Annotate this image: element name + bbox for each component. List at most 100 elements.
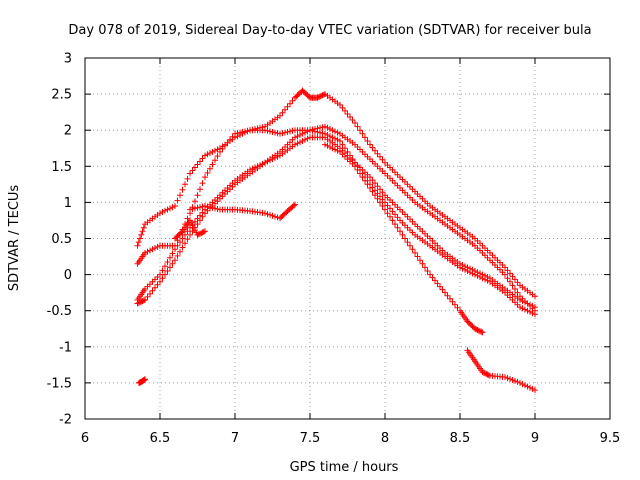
series-track-c: [134, 123, 538, 314]
data-point: [357, 127, 363, 134]
data-points: [134, 87, 538, 394]
data-point: [504, 275, 511, 282]
y-tick-label: 1.5: [51, 160, 72, 175]
data-point: [194, 192, 201, 199]
x-tick-label: 7.5: [300, 431, 321, 446]
data-point: [342, 107, 348, 114]
data-point: [134, 242, 141, 249]
data-point: [167, 264, 173, 271]
data-point: [509, 282, 516, 289]
data-point: [422, 264, 428, 271]
data-point: [374, 195, 381, 202]
data-point: [507, 278, 513, 285]
data-point: [412, 249, 418, 256]
series-track-i: [136, 376, 148, 386]
data-point: [292, 201, 298, 208]
data-point: [279, 109, 286, 116]
data-point: [142, 376, 148, 383]
data-point: [192, 198, 198, 205]
data-point: [339, 141, 346, 148]
data-point: [135, 239, 142, 246]
data-point: [172, 203, 178, 209]
data-point: [195, 231, 202, 238]
data-point: [397, 228, 403, 235]
data-point: [182, 181, 188, 188]
series-track-h: [464, 347, 538, 394]
data-point: [362, 134, 368, 141]
y-tick-label: -0.5: [47, 304, 72, 319]
data-point: [169, 260, 176, 267]
y-tick-label: -1.5: [47, 376, 72, 391]
data-point: [417, 257, 423, 264]
y-tick-labels: -2 -1.5 -1 -0.5 0 0.5 1 1.5 2 2.5 3: [47, 52, 72, 428]
data-point: [169, 250, 176, 257]
data-point: [364, 181, 371, 188]
data-point: [174, 242, 181, 249]
data-point: [337, 138, 343, 144]
data-point: [404, 239, 411, 246]
data-point: [318, 92, 325, 99]
x-tick-label: 9.5: [600, 431, 621, 446]
x-axis-label: GPS time / hours: [290, 460, 399, 475]
data-point: [162, 263, 168, 270]
data-point: [177, 239, 183, 246]
data-point: [354, 166, 361, 173]
data-point: [362, 177, 368, 184]
data-point: [382, 206, 388, 213]
series-track-d: [134, 134, 538, 311]
data-point: [184, 175, 191, 182]
data-point: [140, 224, 147, 231]
data-point: [179, 186, 186, 193]
data-point: [377, 199, 383, 206]
data-point: [409, 246, 416, 253]
data-point: [174, 197, 181, 204]
data-point: [179, 235, 186, 242]
y-tick-label: 1: [64, 196, 72, 211]
data-point: [357, 170, 363, 177]
plot-frame: [84, 57, 611, 420]
data-point: [197, 217, 203, 224]
series-track-f: [172, 217, 208, 242]
data-point: [137, 235, 143, 242]
data-point: [182, 240, 188, 247]
x-tick-labels: 6 6.5 7 7.5 8 8.5 9 9.5: [81, 431, 620, 446]
data-point: [177, 192, 183, 199]
data-point: [359, 130, 366, 137]
data-point: [367, 185, 373, 191]
data-point: [414, 253, 421, 260]
data-point: [372, 180, 378, 187]
data-point: [187, 231, 193, 238]
y-tick-label: -1: [59, 340, 72, 355]
data-point: [214, 153, 221, 160]
data-point: [369, 188, 376, 195]
data-point: [402, 235, 408, 242]
data-point: [207, 165, 213, 172]
data-point: [419, 260, 426, 267]
data-point: [172, 246, 178, 253]
data-point: [392, 221, 398, 228]
data-point: [387, 213, 393, 220]
data-point: [202, 228, 208, 235]
data-point: [204, 169, 211, 176]
data-point: [359, 174, 366, 181]
data-point: [174, 252, 181, 259]
data-point: [372, 192, 378, 199]
data-point: [379, 203, 386, 209]
data-point: [179, 244, 186, 251]
data-point: [172, 257, 178, 264]
data-point: [389, 217, 396, 224]
y-tick-label: 0: [64, 268, 72, 283]
data-point: [200, 228, 207, 235]
y-tick-label: 2: [64, 124, 72, 139]
data-point: [485, 372, 492, 379]
data-point: [399, 231, 406, 238]
data-point: [320, 91, 327, 98]
data-point: [157, 278, 163, 285]
data-point: [177, 248, 183, 255]
data-point: [147, 290, 153, 297]
data-point: [159, 267, 166, 274]
data-point: [212, 157, 218, 164]
data-point: [202, 174, 208, 181]
data-point: [352, 163, 358, 170]
